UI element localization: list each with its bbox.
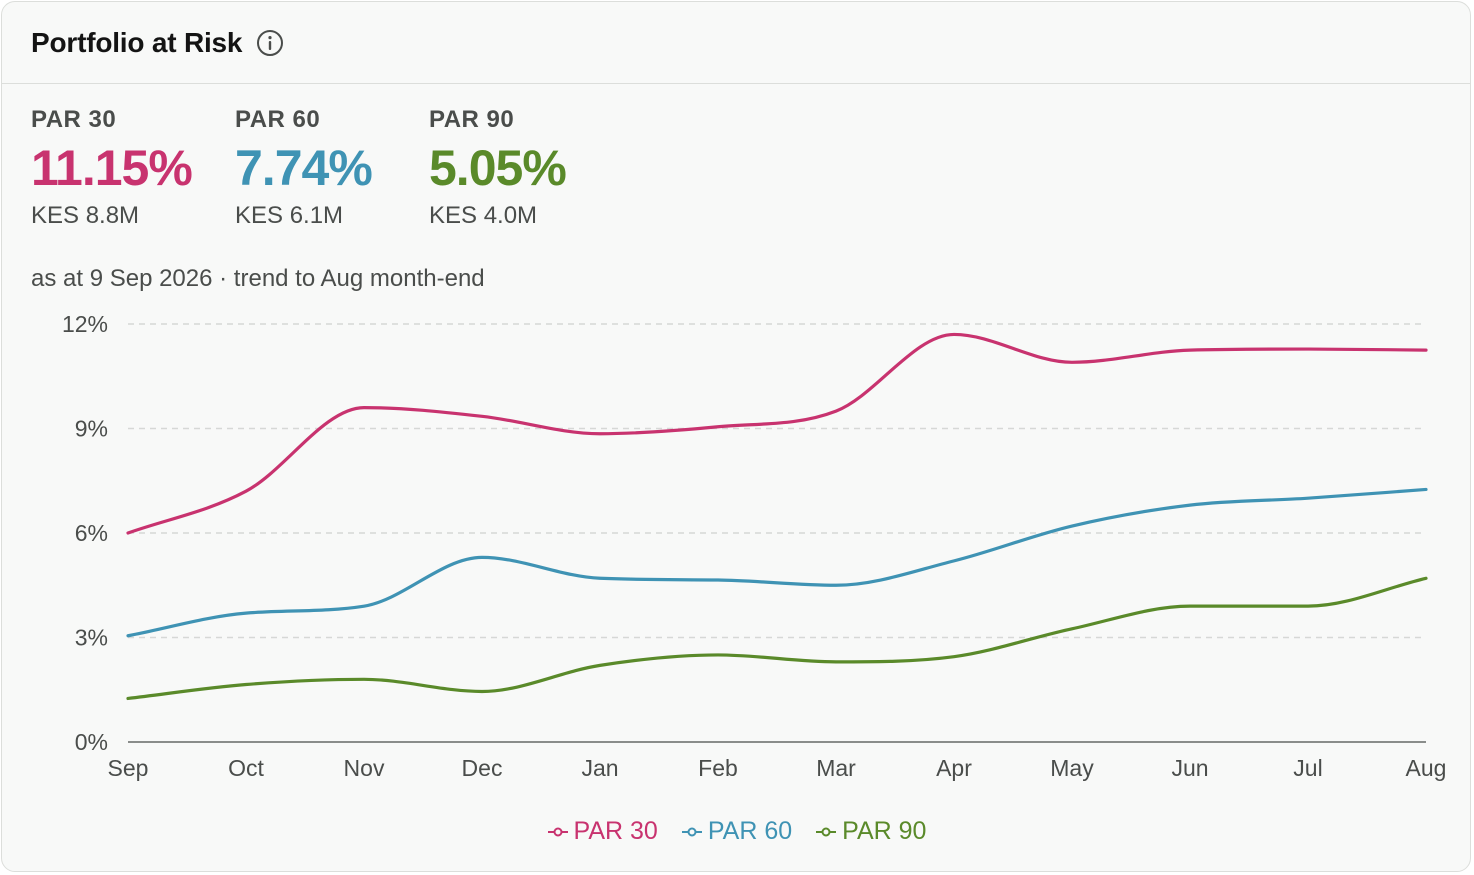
y-tick-label: 3% bbox=[75, 625, 108, 651]
x-tick-label: Jun bbox=[1171, 755, 1208, 781]
series-line-2 bbox=[126, 487, 1428, 638]
legend-label: PAR 60 bbox=[707, 817, 793, 845]
series-line-3 bbox=[126, 576, 1428, 701]
x-tick-label: Feb bbox=[698, 755, 738, 781]
x-tick-label: Jul bbox=[1293, 755, 1322, 781]
x-tick-label: Aug bbox=[1406, 755, 1447, 781]
x-tick-label: Oct bbox=[228, 755, 264, 781]
legend-item[interactable]: PAR 90 bbox=[816, 817, 926, 846]
par-trend-chart: 0% 3% 6% 9% 12% Sep Oct Nov Dec Jan Feb Mar Apr May Ju… bbox=[62, 311, 1447, 781]
legend-item[interactable]: PAR 60 bbox=[681, 817, 793, 846]
kpi-label: PAR 90 bbox=[429, 106, 515, 133]
legend-label: PAR 90 bbox=[842, 817, 927, 845]
legend-swatch-icon bbox=[547, 827, 568, 836]
kpi-row: PAR 30 11.15% KES 8.8M PAR 60 7.74% KES … bbox=[31, 106, 629, 230]
y-tick-label: 6% bbox=[75, 520, 108, 546]
kpi-par90: PAR 90 5.05% KES 4.0M bbox=[429, 106, 629, 230]
x-tick-label: Nov bbox=[344, 755, 385, 781]
legend-swatch-icon bbox=[681, 827, 702, 836]
x-tick-label: Dec bbox=[462, 755, 503, 781]
kpi-value: 7.74% bbox=[235, 140, 373, 196]
chart-subtitle: as at 9 Sep 2026 · trend to Aug month-en… bbox=[31, 265, 485, 292]
x-tick-label: Jan bbox=[581, 755, 618, 781]
x-tick-label: Sep bbox=[108, 755, 149, 781]
kpi-label: PAR 60 bbox=[235, 106, 321, 133]
card-header: Portfolio at Risk bbox=[2, 2, 1470, 84]
legend-swatch-icon bbox=[816, 827, 837, 836]
kpi-par60: PAR 60 7.74% KES 6.1M bbox=[235, 106, 429, 230]
kpi-par30: PAR 30 11.15% KES 8.8M bbox=[31, 106, 235, 230]
x-tick-label: Apr bbox=[936, 755, 972, 781]
x-tick-label: Mar bbox=[816, 755, 856, 781]
kpi-label: PAR 30 bbox=[31, 106, 117, 133]
kpi-amount: KES 8.8M bbox=[31, 202, 140, 229]
y-tick-label: 0% bbox=[75, 729, 108, 755]
y-tick-label: 12% bbox=[62, 311, 108, 337]
kpi-amount: KES 6.1M bbox=[235, 202, 344, 229]
kpi-amount: KES 4.0M bbox=[429, 202, 538, 229]
series-line-1 bbox=[126, 332, 1428, 535]
x-tick-label: May bbox=[1050, 755, 1094, 781]
kpi-value: 11.15% bbox=[31, 140, 193, 196]
legend-label: PAR 30 bbox=[573, 817, 658, 845]
info-circle-icon[interactable] bbox=[256, 29, 284, 57]
y-tick-label: 9% bbox=[75, 416, 108, 442]
card-title: Portfolio at Risk bbox=[31, 26, 243, 58]
kpi-value: 5.05% bbox=[429, 140, 567, 196]
chart-legend: PAR 30 PAR 60 PAR 90 bbox=[2, 817, 1470, 846]
legend-item[interactable]: PAR 30 bbox=[547, 817, 658, 846]
